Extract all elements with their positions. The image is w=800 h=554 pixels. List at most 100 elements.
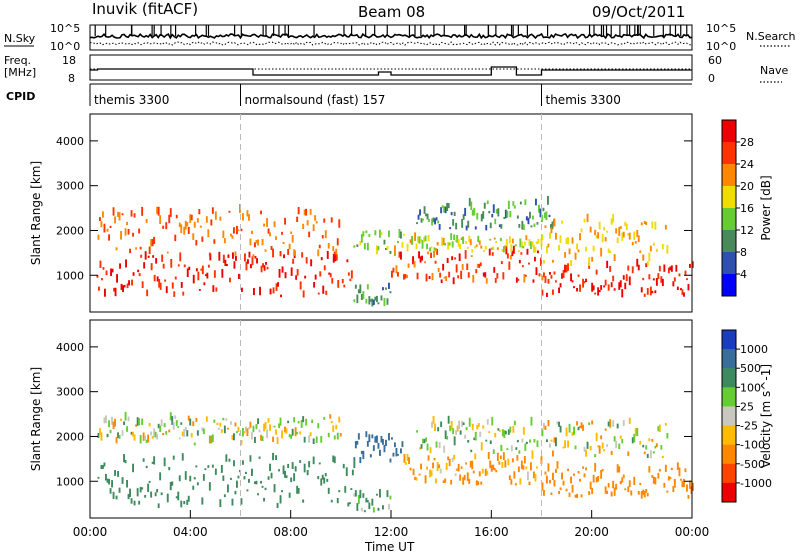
nsky-label: N.Sky (4, 32, 36, 45)
data-cell (421, 255, 423, 261)
data-cell (309, 208, 312, 215)
data-cell (157, 503, 160, 509)
data-cell (109, 225, 112, 228)
data-cell (464, 434, 467, 439)
data-cell (382, 287, 384, 291)
data-cell (359, 489, 362, 499)
data-cell (96, 275, 99, 278)
data-cell (518, 224, 521, 228)
data-cell (223, 425, 226, 434)
data-cell (467, 220, 470, 228)
data-cell (494, 277, 497, 283)
data-cell (379, 489, 381, 498)
data-cell (416, 272, 419, 280)
data-cell (114, 216, 116, 224)
data-cell (106, 478, 109, 483)
data-cell (420, 463, 422, 470)
data-cell (460, 237, 463, 240)
data-cell (493, 267, 496, 273)
data-cell (676, 286, 679, 290)
data-cell (450, 233, 453, 240)
colorbar-label: Velocity [m s^-1] (759, 364, 773, 468)
colorbar-tick-label: 4 (740, 268, 747, 281)
data-cell (559, 235, 562, 243)
data-cell (260, 265, 263, 273)
data-cell (467, 272, 470, 278)
data-cell (192, 485, 195, 490)
data-cell (105, 415, 107, 424)
data-cell (651, 221, 654, 229)
cpid-segment-label: themis 3300 (546, 93, 621, 107)
data-cell (567, 263, 569, 271)
data-cell (201, 497, 204, 505)
data-cell (192, 421, 195, 427)
data-cell (262, 263, 264, 268)
data-cell (419, 447, 421, 450)
data-cell (543, 272, 545, 278)
data-cell (311, 419, 314, 424)
data-cell (598, 221, 601, 230)
data-cell (591, 420, 594, 425)
data-cell (501, 249, 504, 252)
data-cell (180, 224, 183, 234)
data-cell (310, 259, 313, 267)
data-cell (153, 274, 156, 282)
data-cell (275, 236, 277, 240)
data-cell (540, 238, 543, 247)
data-cell (585, 467, 587, 471)
data-cell (519, 238, 522, 248)
data-cell (684, 270, 687, 275)
data-cell (362, 291, 365, 300)
data-cell (368, 502, 371, 510)
data-cell (363, 243, 366, 250)
data-cell (462, 477, 465, 485)
data-cell (162, 225, 165, 229)
noise-tick-top-left: 10^5 (50, 22, 80, 35)
data-cell (491, 416, 494, 426)
data-cell (687, 494, 690, 499)
data-cell (664, 224, 667, 230)
data-cell (126, 221, 128, 225)
data-cell (607, 248, 610, 253)
data-cell (153, 456, 156, 465)
data-cell (553, 437, 556, 443)
data-cell (604, 237, 607, 242)
data-cell (187, 495, 190, 502)
data-cell (330, 499, 333, 503)
data-cell (565, 488, 568, 492)
data-cell (447, 242, 450, 250)
data-cell (186, 222, 189, 227)
data-cell (233, 460, 235, 467)
data-cell (127, 416, 130, 422)
data-cell (477, 423, 480, 427)
data-cell (125, 259, 127, 268)
data-cell (463, 474, 466, 481)
data-cell (288, 243, 291, 250)
data-cell (380, 295, 383, 301)
data-cell (411, 236, 413, 245)
data-cell (438, 224, 441, 230)
data-cell (356, 294, 359, 304)
data-cell (173, 291, 176, 297)
data-cell (655, 443, 658, 448)
data-band (416, 195, 555, 231)
data-cell (434, 423, 436, 431)
beam-title: Beam 08 (358, 3, 426, 21)
data-cell (507, 200, 510, 209)
data-cell (98, 286, 100, 291)
data-cell (520, 252, 523, 255)
data-cell (269, 232, 271, 237)
velocity-panel: 1000 2000 3000 4000 Slant Range [km] (29, 319, 694, 519)
data-band (541, 258, 694, 298)
data-cell (99, 217, 101, 221)
data-cell (241, 287, 243, 292)
data-cell (285, 428, 288, 434)
data-cell (273, 425, 276, 428)
data-cell (549, 232, 551, 239)
data-cell (383, 239, 386, 245)
data-cell (603, 449, 606, 452)
data-cell (101, 278, 103, 281)
data-cell (544, 425, 547, 430)
data-cell (242, 213, 244, 221)
data-cell (651, 290, 654, 294)
